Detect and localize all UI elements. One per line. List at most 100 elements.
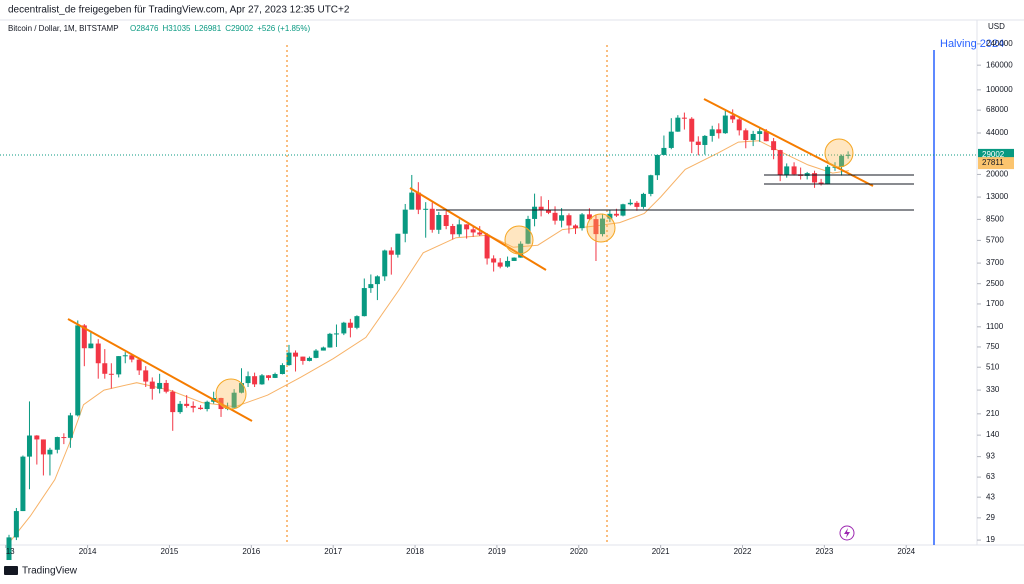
event-icon[interactable] [844, 528, 850, 538]
candle-body [675, 117, 681, 132]
y-tick-label: 44000 [986, 128, 1009, 137]
candle-body [538, 206, 544, 211]
candle-body [122, 355, 128, 357]
candle-body [320, 347, 326, 351]
candle-body [600, 218, 606, 235]
candle-body [750, 133, 756, 141]
candle-body [791, 166, 797, 175]
candle-body [505, 260, 511, 267]
candle-body [716, 129, 722, 134]
legend-value: +526 (+1.85%) [257, 24, 310, 33]
candle-body [573, 225, 579, 229]
y-tick-label: 93 [986, 452, 995, 461]
candle-body [784, 166, 790, 175]
candle-body [470, 229, 476, 233]
candle-body [88, 343, 94, 349]
legend-value: L26981 [195, 24, 222, 33]
candle-body [497, 262, 503, 267]
candle-body [341, 322, 347, 334]
y-tick-label: 100000 [986, 85, 1013, 94]
candle-body [607, 213, 613, 219]
highlight-circle [504, 225, 534, 255]
trendline [703, 98, 874, 187]
highlight-circle [586, 213, 616, 243]
candle-body [198, 407, 204, 410]
y-tick-label: 140 [986, 430, 1000, 439]
x-tick-label: 2017 [324, 547, 342, 556]
y-tick-label: 43 [986, 492, 995, 501]
candle-body [361, 288, 367, 317]
candle-body [13, 511, 19, 538]
candle-body [374, 276, 380, 285]
moving-average [8, 140, 849, 544]
candle-body [681, 117, 687, 119]
highlight-circle [215, 378, 247, 410]
candle-body [825, 166, 831, 185]
candle-body [722, 115, 728, 134]
x-tick-label: 2019 [488, 547, 506, 556]
candle-body [136, 359, 142, 371]
candle-body [259, 375, 265, 385]
candle-body [661, 147, 667, 155]
x-tick-label: 2023 [815, 547, 833, 556]
candle-body [149, 381, 155, 389]
y-tick-label: 1700 [986, 299, 1004, 308]
candle-body [566, 215, 572, 226]
candle-body [382, 250, 388, 277]
candle-body [26, 435, 32, 457]
x-tick-label: 2015 [161, 547, 179, 556]
footer: TradingView [22, 566, 78, 577]
x-tick-label: 2022 [734, 547, 752, 556]
y-tick-label: 160000 [986, 60, 1013, 69]
y-tick-label: 63 [986, 472, 995, 481]
halving-label: Halving 2024 [940, 38, 1004, 50]
candle-body [812, 173, 818, 183]
candle-body [654, 154, 660, 176]
candle-body [450, 226, 456, 235]
candle-body [95, 343, 101, 364]
highlight-circle [824, 138, 854, 168]
candle-body [702, 135, 708, 145]
candle-body [640, 193, 646, 207]
logo [4, 566, 18, 575]
candle-body [75, 325, 81, 416]
y-tick-label: 510 [986, 362, 1000, 371]
plot [6, 109, 851, 561]
candle-body [129, 355, 135, 360]
candle-body [34, 435, 40, 440]
candle-body [757, 131, 763, 134]
candle-body [491, 258, 497, 263]
candle-body [272, 374, 278, 378]
candle-body [613, 213, 619, 216]
candle-body [184, 403, 190, 406]
candle-body [648, 175, 654, 194]
y-tick-label: 330 [986, 385, 1000, 394]
candle-body [300, 356, 306, 361]
candle-body [286, 352, 292, 366]
candle-body [368, 284, 374, 289]
candle-body [415, 192, 421, 210]
candle-body [61, 437, 67, 439]
candle-body [818, 182, 824, 185]
y-tick-label: 5700 [986, 235, 1004, 244]
candle-body [525, 218, 531, 244]
candle-body [47, 449, 53, 455]
candle-body [689, 118, 695, 142]
candle-body [67, 415, 73, 438]
x-tick-label: 2021 [652, 547, 670, 556]
candle-body [845, 154, 851, 156]
event-icon[interactable] [839, 525, 855, 541]
candle-body [333, 333, 339, 335]
candle-body [484, 234, 490, 259]
candle-body [313, 350, 319, 358]
legend-title: Bitcoin / Dollar, 1M, BITSTAMP [8, 24, 119, 33]
candle-body [771, 141, 777, 151]
candle-body [839, 155, 845, 167]
candle-body [354, 316, 360, 328]
candle-body [163, 382, 169, 392]
x-tick-label: 13 [6, 547, 15, 556]
candle-body [190, 405, 196, 408]
candle-body [579, 214, 585, 229]
candle-body [266, 375, 272, 378]
